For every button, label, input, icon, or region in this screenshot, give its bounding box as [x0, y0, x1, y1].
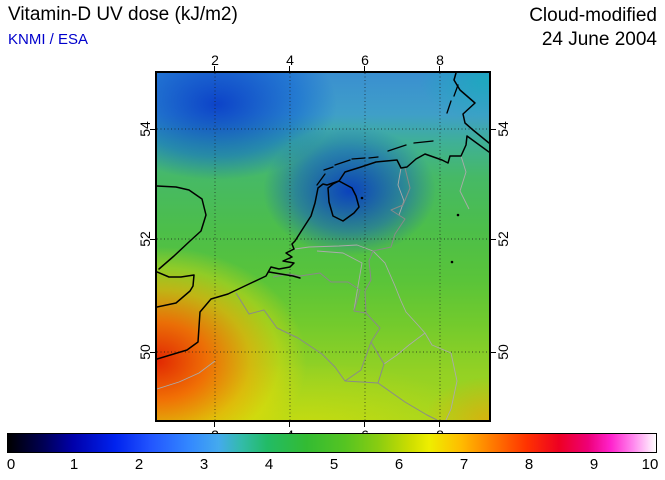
- coastline-uk-eastanglia: [157, 185, 207, 270]
- colorbar-tick-label: 7: [459, 456, 469, 473]
- city-markers: [360, 196, 460, 264]
- colorbar-tick-label: 8: [524, 456, 534, 473]
- axis-tick: [439, 66, 440, 71]
- colorbar-tick-label: 5: [329, 456, 339, 473]
- axis-tick: [491, 352, 496, 353]
- axis-tick: [364, 66, 365, 71]
- colorbar: [7, 433, 657, 453]
- axis-tick: [214, 66, 215, 71]
- colorbar-tick-label: 3: [199, 456, 209, 473]
- axis-tick: [150, 352, 155, 353]
- credit-label: KNMI / ESA: [8, 31, 89, 48]
- map-overlay: [157, 73, 489, 420]
- axis-tick: [289, 422, 290, 427]
- axis-tick: [364, 422, 365, 427]
- lat-tick-label-right: 52: [495, 231, 511, 247]
- coastline-uk-kent: [157, 271, 195, 308]
- lat-tick-label-right: 54: [495, 121, 511, 137]
- axis-tick: [491, 129, 496, 130]
- page-title: Vitamin-D UV dose (kJ/m2): [8, 4, 238, 25]
- axis-tick: [150, 129, 155, 130]
- lon-tick-label-top: 4: [286, 52, 294, 68]
- lon-tick-label-top: 2: [211, 52, 219, 68]
- axis-tick: [150, 239, 155, 240]
- colorbar-tick-label: 2: [134, 456, 144, 473]
- lon-tick-label-top: 6: [361, 52, 369, 68]
- coastline-elbe-north: [453, 73, 489, 144]
- mode-label: Cloud-modified: [529, 5, 657, 26]
- header-right: Cloud-modified 24 June 2004: [529, 4, 657, 52]
- date-label: 24 June 2004: [541, 29, 657, 50]
- map-panel: [155, 71, 491, 422]
- colorbar-tick-label: 10: [641, 456, 659, 473]
- lat-tick-label-right: 50: [495, 344, 511, 360]
- colorbar-tick-label: 9: [589, 456, 599, 473]
- coastline-continent: [157, 135, 489, 360]
- coastline-westerschelde: [268, 271, 301, 279]
- axis-tick: [289, 66, 290, 71]
- colorbar-tick-label: 4: [264, 456, 274, 473]
- country-borders: [235, 167, 438, 420]
- lon-tick-label-top: 8: [436, 52, 444, 68]
- colorbar-tick-label: 0: [6, 456, 16, 473]
- lake-ijsselmeer: [327, 180, 360, 222]
- axis-tick: [439, 422, 440, 427]
- axis-tick: [491, 239, 496, 240]
- wadden-islands: [316, 84, 459, 186]
- colorbar-tick-label: 1: [69, 456, 79, 473]
- colorbar-tick-label: 6: [394, 456, 404, 473]
- axis-tick: [214, 422, 215, 427]
- rivers: [157, 155, 470, 420]
- coastlines: [157, 73, 489, 360]
- colorbar-gradient: [8, 434, 656, 452]
